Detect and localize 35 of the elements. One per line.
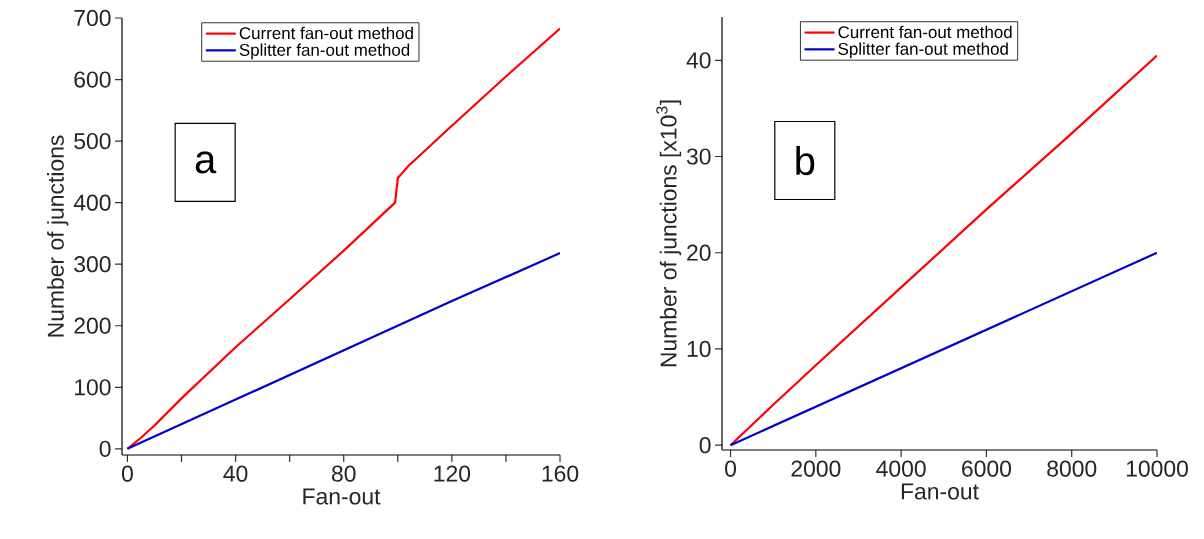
x-tick-label: 6000: [962, 460, 1012, 477]
x-tick-label: 0: [725, 460, 737, 477]
y-tick-label: 40: [686, 52, 711, 69]
y-axis-title: Number of junctions [x10$^{3}$]: [656, 100, 682, 367]
annotation: a: [195, 151, 217, 174]
x-tick-label: 40: [223, 465, 248, 482]
y-tick-label: 30: [686, 148, 711, 165]
x-tick-label: 120: [434, 465, 471, 482]
x-axis-title: Fan-out: [303, 488, 381, 505]
y-tick-label: 500: [74, 132, 111, 150]
annotation: b: [796, 145, 815, 176]
y-tick-label: 0: [699, 437, 711, 454]
y-tick-label: 300: [74, 256, 111, 273]
y-axis-title: Number of junctions: [47, 135, 69, 337]
legend-label: Current fan-out method: [239, 26, 413, 40]
x-tick-label: 160: [542, 465, 579, 482]
y-tick-label: 200: [74, 317, 111, 334]
legend-label: Current fan-out method: [838, 25, 1012, 39]
y-tick-label: 700: [74, 9, 111, 27]
line-series: [126, 27, 561, 450]
legend-label: Splitter fan-out method: [239, 43, 410, 60]
legend-label: Splitter fan-out method: [838, 42, 1008, 59]
x-axis-title: Fan-out: [901, 483, 979, 500]
x-tick-label: 10000: [1126, 460, 1188, 477]
y-tick-label: 20: [687, 244, 711, 261]
y-tick-label: 10: [687, 340, 711, 358]
x-tick-label: 2000: [791, 460, 841, 477]
x-tick-label: 8000: [1047, 460, 1097, 477]
y-tick-label: 400: [73, 194, 111, 211]
x-tick-label: 4000: [876, 460, 926, 477]
y-tick-label: 0: [99, 440, 111, 457]
y-tick-label: 100: [75, 379, 111, 396]
x-tick-label: 80: [331, 465, 356, 482]
x-tick-label: 0: [121, 465, 133, 482]
y-tick-label: 600: [74, 71, 111, 88]
